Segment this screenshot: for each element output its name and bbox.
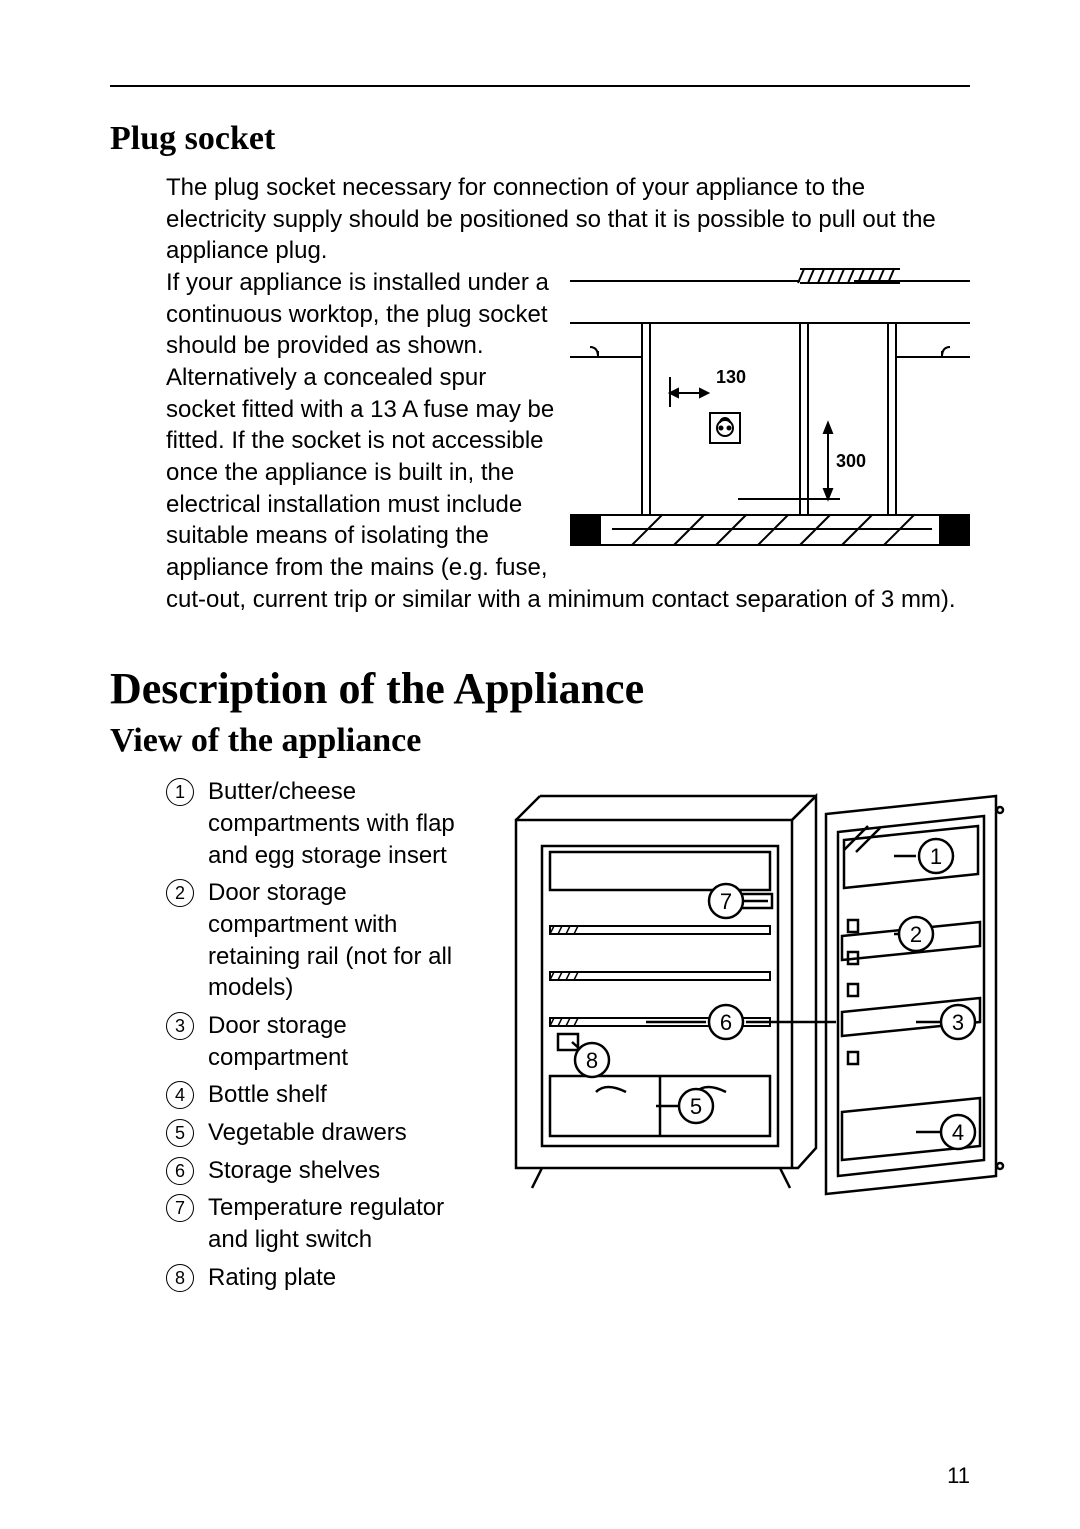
list-item: 7 Temperature regulator and light switch	[166, 1192, 466, 1255]
list-label: Rating plate	[208, 1264, 336, 1291]
svg-text:5: 5	[690, 1094, 702, 1119]
appliance-diagram: 7 1 2 6 3 8 5 4	[496, 776, 1016, 1221]
manual-page: Plug socket The plug socket necessary fo…	[0, 0, 1080, 1529]
list-label: Door storage compartment with retaining …	[208, 879, 452, 1001]
svg-text:2: 2	[910, 922, 922, 947]
svg-text:7: 7	[720, 889, 732, 914]
list-marker: 3	[166, 1012, 194, 1040]
list-label: Butter/cheese compartments with flap and…	[208, 778, 455, 868]
plug-socket-para-2: If your appliance is installed under a c…	[166, 269, 549, 359]
list-label: Bottle shelf	[208, 1081, 327, 1108]
plug-socket-diagram: 130 300	[570, 267, 970, 566]
list-item: 8 Rating plate	[166, 1262, 466, 1294]
plug-socket-heading: Plug socket	[110, 120, 970, 158]
callout-8: 8	[575, 1043, 609, 1077]
svg-text:4: 4	[952, 1120, 964, 1145]
list-item: 4 Bottle shelf	[166, 1079, 466, 1111]
dim-300-label: 300	[836, 451, 866, 471]
list-marker: 6	[166, 1157, 194, 1185]
page-number: 11	[947, 1463, 970, 1489]
callout-2: 2	[899, 917, 933, 951]
description-heading: Description of the Appliance	[110, 663, 970, 714]
list-marker: 2	[166, 879, 194, 907]
list-marker: 1	[166, 778, 194, 806]
list-item: 3 Door storage compartment	[166, 1010, 466, 1073]
plug-socket-para-1: The plug socket necessary for connection…	[166, 172, 970, 267]
list-item: 5 Vegetable drawers	[166, 1117, 466, 1149]
list-marker: 5	[166, 1119, 194, 1147]
svg-text:3: 3	[952, 1010, 964, 1035]
callout-5: 5	[679, 1089, 713, 1123]
list-marker: 8	[166, 1264, 194, 1292]
appliance-view-block: 1 Butter/cheese compartments with flap an…	[110, 776, 970, 1299]
list-marker: 4	[166, 1081, 194, 1109]
svg-text:8: 8	[586, 1048, 598, 1073]
dim-130-label: 130	[716, 367, 746, 387]
callout-1: 1	[919, 839, 953, 873]
list-marker: 7	[166, 1194, 194, 1222]
list-label: Vegetable drawers	[208, 1119, 407, 1146]
callout-7: 7	[709, 884, 743, 918]
list-label: Door storage compartment	[208, 1012, 348, 1071]
callout-3: 3	[941, 1005, 975, 1039]
callout-6: 6	[709, 1005, 743, 1039]
callout-4: 4	[941, 1115, 975, 1149]
view-heading: View of the appliance	[110, 722, 970, 760]
svg-text:6: 6	[720, 1010, 732, 1035]
parts-list: 1 Butter/cheese compartments with flap an…	[166, 776, 466, 1299]
svg-text:1: 1	[930, 844, 942, 869]
list-item: 6 Storage shelves	[166, 1155, 466, 1187]
list-item: 2 Door storage compartment with retaining…	[166, 877, 466, 1004]
list-item: 1 Butter/cheese compartments with flap an…	[166, 776, 466, 871]
list-label: Storage shelves	[208, 1157, 380, 1184]
list-label: Temperature regulator and light switch	[208, 1194, 444, 1253]
plug-socket-wrap-block: 130 300 If your appliance is installed u…	[166, 267, 970, 615]
